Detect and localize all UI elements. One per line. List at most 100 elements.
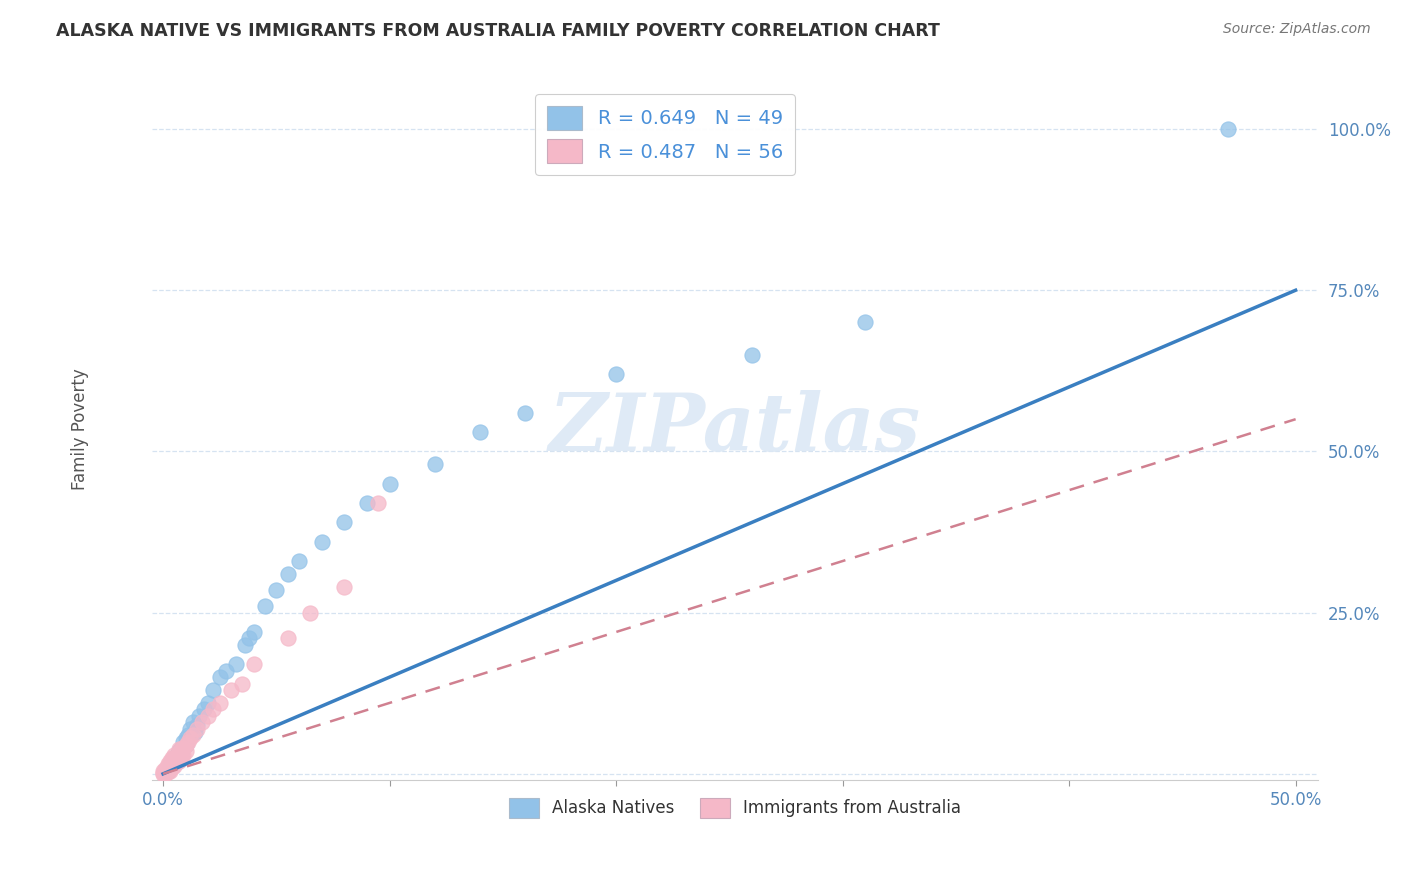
Point — [367, 496, 389, 510]
Point — [277, 632, 299, 646]
Point — [174, 731, 197, 746]
Point — [160, 760, 183, 774]
Point — [159, 757, 181, 772]
Point — [166, 747, 188, 762]
Point — [177, 728, 200, 742]
Point — [605, 367, 627, 381]
Point — [333, 516, 356, 530]
Point — [378, 476, 401, 491]
Point — [163, 754, 186, 768]
Point — [233, 638, 256, 652]
Point — [853, 316, 876, 330]
Point — [155, 767, 177, 781]
Point — [172, 741, 194, 756]
Point — [186, 722, 208, 736]
Point — [166, 753, 188, 767]
Point — [167, 746, 190, 760]
Point — [193, 702, 215, 716]
Point — [152, 765, 174, 780]
Legend: Alaska Natives, Immigrants from Australia: Alaska Natives, Immigrants from Australi… — [502, 791, 967, 825]
Point — [163, 759, 186, 773]
Point — [156, 764, 179, 779]
Point — [167, 750, 190, 764]
Point — [167, 744, 190, 758]
Point — [159, 759, 181, 773]
Point — [166, 748, 188, 763]
Point — [197, 696, 219, 710]
Point — [160, 756, 183, 771]
Y-axis label: Family Poverty: Family Poverty — [72, 368, 89, 490]
Point — [159, 762, 181, 776]
Point — [160, 754, 183, 768]
Point — [215, 664, 238, 678]
Point — [266, 583, 288, 598]
Point — [423, 458, 446, 472]
Point — [179, 722, 201, 736]
Point — [208, 696, 231, 710]
Point — [356, 496, 378, 510]
Point — [333, 580, 356, 594]
Point — [166, 756, 188, 770]
Point — [1216, 122, 1239, 136]
Point — [197, 708, 219, 723]
Point — [225, 657, 247, 672]
Point — [160, 754, 183, 768]
Point — [159, 754, 181, 768]
Point — [167, 748, 190, 763]
Point — [470, 425, 492, 439]
Point — [179, 731, 201, 746]
Point — [311, 534, 333, 549]
Point — [159, 764, 181, 778]
Point — [159, 760, 181, 774]
Point — [299, 606, 322, 620]
Point — [172, 747, 194, 762]
Point — [160, 759, 183, 773]
Point — [170, 742, 193, 756]
Point — [166, 750, 188, 764]
Point — [174, 738, 197, 752]
Point — [163, 757, 186, 772]
Point — [201, 683, 224, 698]
Point — [155, 765, 177, 780]
Point — [159, 757, 181, 772]
Point — [288, 554, 311, 568]
Point — [156, 760, 179, 774]
Point — [242, 625, 264, 640]
Point — [253, 599, 276, 614]
Point — [188, 708, 211, 723]
Point — [163, 747, 186, 762]
Point — [231, 676, 253, 690]
Point — [170, 747, 193, 762]
Point — [172, 741, 194, 756]
Point — [156, 763, 179, 777]
Point — [172, 734, 194, 748]
Point — [160, 760, 183, 774]
Point — [155, 764, 177, 778]
Text: ZIPatlas: ZIPatlas — [548, 390, 921, 467]
Point — [152, 764, 174, 779]
Point — [163, 750, 186, 764]
Point — [201, 702, 224, 716]
Point — [177, 734, 200, 748]
Point — [174, 744, 197, 758]
Point — [156, 764, 179, 778]
Point — [156, 757, 179, 772]
Point — [242, 657, 264, 672]
Text: Source: ZipAtlas.com: Source: ZipAtlas.com — [1223, 22, 1371, 37]
Point — [184, 725, 207, 739]
Point — [155, 762, 177, 776]
Point — [190, 715, 212, 730]
Point — [186, 718, 208, 732]
Point — [277, 566, 299, 581]
Point — [219, 683, 242, 698]
Point — [167, 754, 190, 768]
Point — [167, 742, 190, 756]
Point — [170, 750, 193, 764]
Point — [181, 715, 204, 730]
Point — [170, 742, 193, 756]
Point — [152, 767, 174, 781]
Point — [167, 753, 190, 767]
Point — [160, 750, 183, 764]
Point — [174, 738, 197, 752]
Point — [238, 632, 260, 646]
